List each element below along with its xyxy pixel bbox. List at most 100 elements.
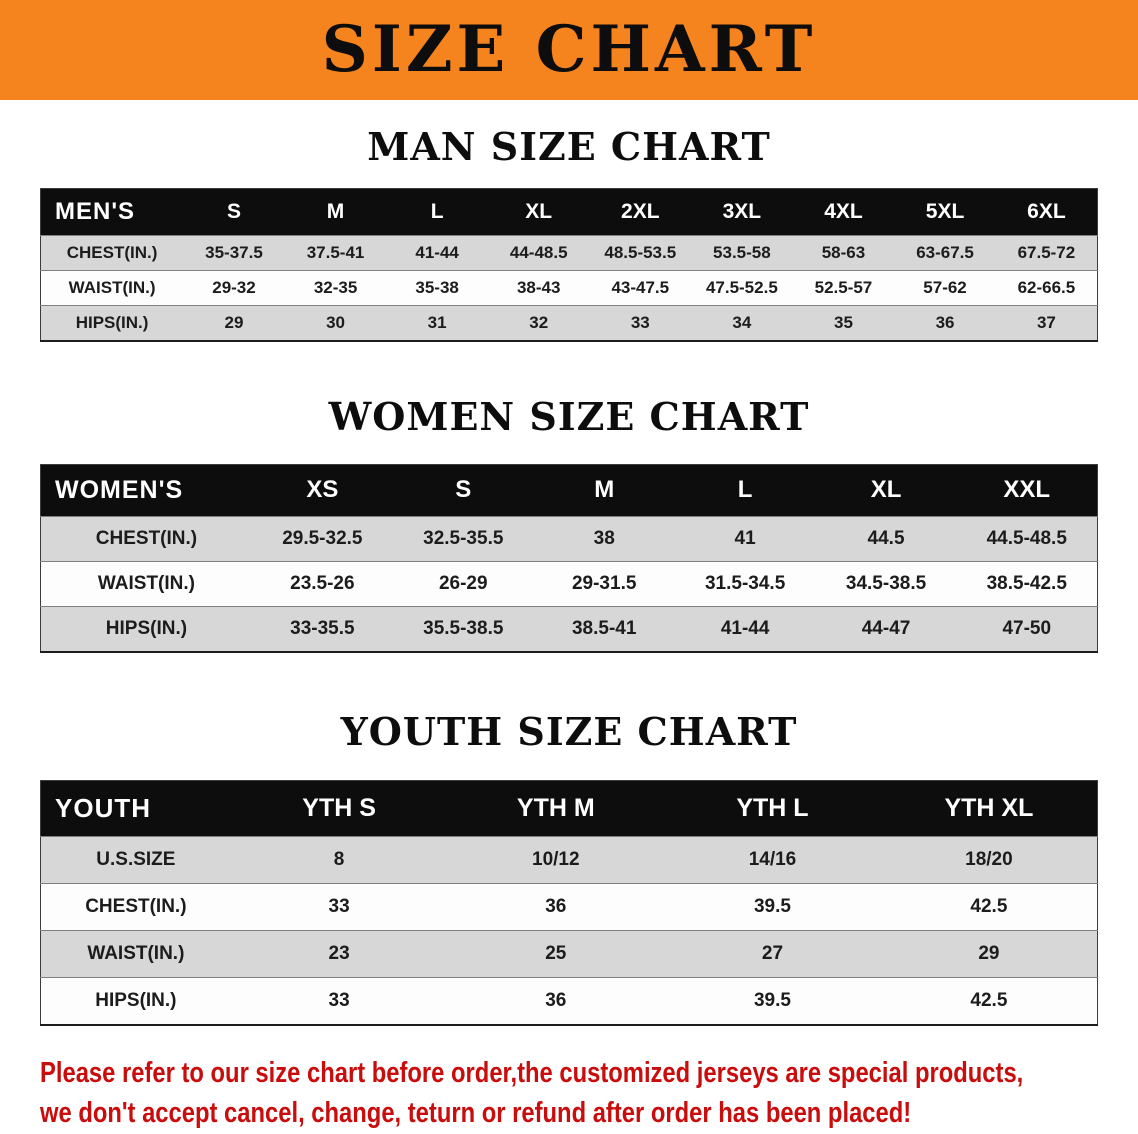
disclaimer-line-1: Please refer to our size chart before or… — [40, 1057, 1024, 1090]
men-size-table: MEN'S S M L XL 2XL 3XL 4XL 5XL 6XL CHEST(IN.) 35-37… — [40, 187, 1098, 342]
size-column-header: 5XL — [894, 188, 996, 236]
table-corner-label: WOMEN'S — [40, 464, 252, 517]
banner: SIZE CHART — [0, 0, 1138, 100]
size-value-cell: 33 — [630, 312, 650, 332]
size-value-cell: 42.5 — [970, 896, 1008, 918]
table-corner-label: YOUTH — [40, 780, 231, 837]
table-header-row: YOUTH YTH S YTH M YTH L YTH XL — [40, 780, 1098, 837]
size-column-header: XXL — [956, 464, 1098, 517]
size-value-cell: 29-31.5 — [571, 572, 637, 594]
size-value-cell: 38.5-41 — [571, 617, 637, 639]
size-value-cell: 32-35 — [313, 277, 358, 297]
size-value-cell: 27 — [761, 943, 784, 965]
size-column-header: XL — [487, 188, 590, 236]
table-row: WAIST(IN.) 23 25 27 29 — [40, 930, 1098, 978]
table-row: CHEST(IN.) 33 36 39.5 42.5 — [40, 883, 1098, 931]
size-value-cell: 41-44 — [720, 617, 770, 639]
size-value-cell: 35-37.5 — [205, 242, 263, 262]
size-column-header: YTH L — [664, 780, 881, 837]
size-value-cell: 33 — [328, 990, 350, 1012]
size-column-header: L — [386, 188, 488, 236]
youth-size-chart-section: YOUTH SIZE CHART YOUTH YTH S YTH M YTH L YTH… — [0, 708, 1138, 1027]
row-label: U.S.SIZE — [96, 849, 176, 871]
table-row: WAIST(IN.) 29-32 32-35 35-38 38-43 43-47.5 47.… — [40, 270, 1098, 306]
size-value-cell: 42.5 — [970, 990, 1008, 1012]
table-row: CHEST(IN.) 29.5-32.5 32.5-35.5 38 41 44.5 44.5… — [40, 516, 1098, 562]
size-value-cell: 18/20 — [965, 849, 1013, 871]
size-column-header: 4XL — [792, 188, 895, 236]
size-value-cell: 33 — [328, 896, 350, 918]
youth-section-heading: YOUTH SIZE CHART — [340, 708, 798, 754]
size-value-cell: 37.5-41 — [306, 242, 365, 262]
size-column-header: M — [533, 464, 675, 517]
disclaimer: Please refer to our size chart before or… — [40, 1054, 1138, 1134]
size-value-cell: 52.5-57 — [814, 277, 873, 297]
women-size-table: WOMEN'S XS S M L XL XXL CHEST(IN.) 29.5-32.5 32.5… — [40, 463, 1098, 653]
size-value-cell: 8 — [333, 849, 345, 871]
youth-size-table: YOUTH YTH S YTH M YTH L YTH XL U.S.SIZE 8 10/12… — [40, 780, 1098, 1027]
size-value-cell: 29-32 — [212, 277, 256, 297]
size-value-cell: 10/12 — [532, 849, 580, 871]
size-column-header: S — [183, 188, 285, 236]
size-value-cell: 57-62 — [923, 277, 967, 297]
row-label: CHEST(IN.) — [85, 896, 187, 918]
size-value-cell: 32.5-35.5 — [423, 527, 504, 549]
size-value-cell: 36 — [545, 990, 567, 1012]
size-value-cell: 39.5 — [753, 990, 791, 1012]
size-value-cell: 41-44 — [415, 242, 459, 262]
size-value-cell: 47.5-52.5 — [705, 277, 778, 297]
size-value-cell: 29 — [978, 943, 1000, 965]
size-column-header: YTH M — [447, 780, 665, 837]
size-value-cell: 43-47.5 — [611, 277, 670, 297]
size-value-cell: 23 — [328, 943, 350, 965]
size-column-header: M — [284, 188, 387, 236]
size-value-cell: 32 — [529, 312, 549, 332]
size-value-cell: 34 — [732, 312, 752, 332]
size-value-cell: 30 — [326, 312, 346, 332]
size-value-cell: 34.5-38.5 — [845, 572, 927, 594]
size-value-cell: 62-66.5 — [1017, 277, 1076, 297]
size-column-header: XS — [251, 464, 393, 517]
table-row: HIPS(IN.) 33-35.5 35.5-38.5 38.5-41 41-44 44-… — [40, 606, 1098, 652]
size-column-header: XL — [815, 464, 957, 517]
table-row: U.S.SIZE 8 10/12 14/16 18/20 — [40, 836, 1098, 884]
size-value-cell: 29 — [224, 312, 244, 332]
size-value-cell: 39.5 — [753, 896, 791, 918]
size-column-header: S — [392, 464, 534, 517]
size-value-cell: 63-67.5 — [916, 242, 974, 262]
size-value-cell: 31.5-34.5 — [704, 572, 786, 594]
size-value-cell: 33-35.5 — [290, 617, 355, 639]
size-value-cell: 58-63 — [821, 242, 866, 262]
table-row: CHEST(IN.) 35-37.5 37.5-41 41-44 44-48.5 48.5… — [40, 235, 1098, 271]
row-label: HIPS(IN.) — [105, 617, 188, 639]
size-value-cell: 38-43 — [516, 277, 561, 297]
women-section-heading: WOMEN SIZE CHART — [328, 393, 810, 439]
size-value-cell: 31 — [427, 312, 447, 332]
row-label: WAIST(IN.) — [68, 277, 156, 297]
size-value-cell: 23.5-26 — [290, 572, 355, 594]
size-value-cell: 67.5-72 — [1017, 242, 1076, 262]
size-value-cell: 44-47 — [861, 617, 911, 639]
table-header-row: MEN'S S M L XL 2XL 3XL 4XL 5XL 6XL — [40, 188, 1098, 236]
table-corner-label: MEN'S — [40, 188, 184, 236]
size-value-cell: 26-29 — [438, 572, 488, 594]
size-value-cell: 25 — [545, 943, 567, 965]
page-title: SIZE CHART — [321, 12, 817, 87]
size-column-header: YTH XL — [880, 780, 1098, 837]
size-value-cell: 44.5 — [867, 527, 905, 549]
size-value-cell: 48.5-53.5 — [604, 242, 677, 262]
row-label: HIPS(IN.) — [75, 312, 149, 332]
row-label: CHEST(IN.) — [95, 527, 198, 549]
size-value-cell: 44.5-48.5 — [986, 527, 1067, 549]
size-column-header: 6XL — [995, 188, 1098, 236]
size-column-header: L — [674, 464, 816, 517]
size-value-cell: 36 — [545, 896, 567, 918]
table-row: HIPS(IN.) 33 36 39.5 42.5 — [40, 977, 1098, 1026]
size-column-header: YTH S — [230, 780, 448, 837]
row-label: WAIST(IN.) — [97, 572, 195, 594]
size-column-header: 3XL — [691, 188, 793, 236]
size-value-cell: 35 — [833, 312, 853, 332]
size-value-cell: 35-38 — [415, 277, 459, 297]
women-size-chart-section: WOMEN SIZE CHART WOMEN'S XS S M L XL XXL CHEST(… — [0, 393, 1138, 653]
